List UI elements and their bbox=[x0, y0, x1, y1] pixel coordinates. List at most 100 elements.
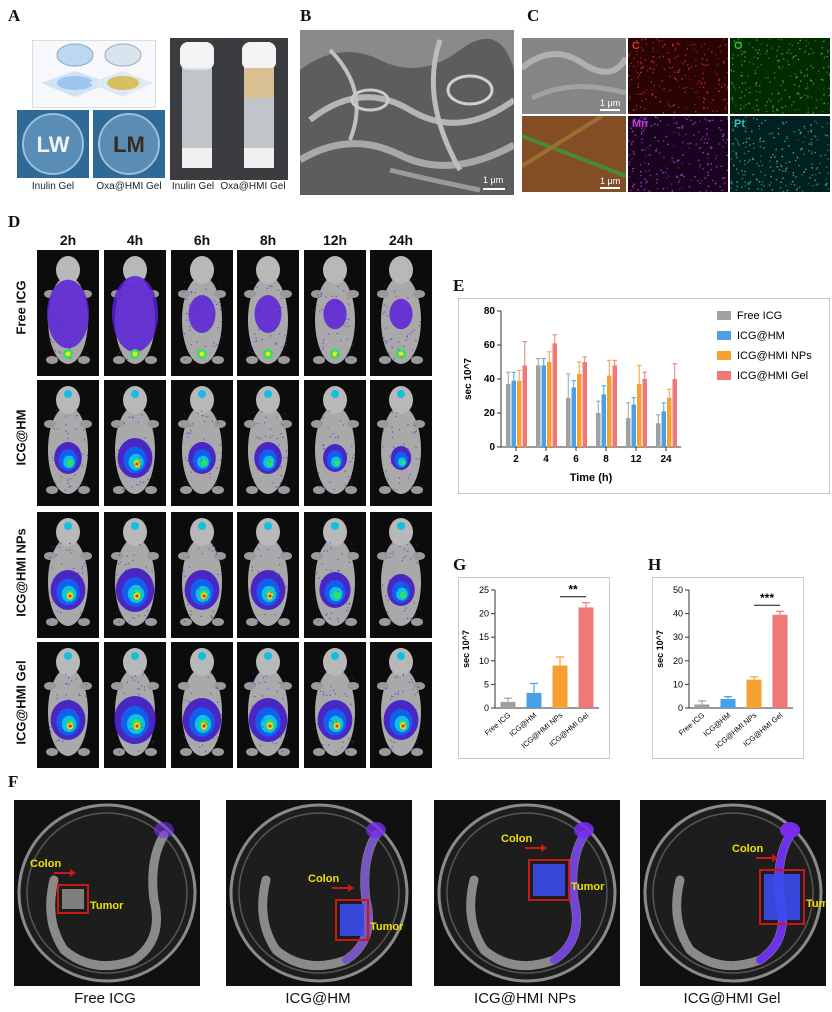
panel-label-h: H bbox=[648, 555, 662, 574]
row-label-free-icg: Free ICG bbox=[13, 280, 29, 335]
mouse-image bbox=[304, 512, 366, 638]
mouse-image bbox=[37, 380, 99, 506]
mouse-image bbox=[370, 380, 432, 506]
legend-label: ICG@HM bbox=[737, 330, 785, 342]
caption-oxa-dish: Oxa@HMI Gel bbox=[96, 181, 162, 192]
time-header-5: 12h bbox=[322, 232, 348, 248]
bar bbox=[500, 701, 516, 708]
edx-label-pt: Pt bbox=[734, 118, 745, 130]
panel-label-e: E bbox=[453, 276, 465, 295]
bar bbox=[772, 614, 788, 708]
y-tick-label: 30 bbox=[673, 632, 683, 642]
bar bbox=[552, 665, 568, 708]
chart-g-frame: 0 5 10 15 20 25 sec 10^7 Free ICG ICG@HM ICG@HMI … bbox=[458, 577, 610, 759]
tumor-label: Tumor bbox=[806, 898, 826, 910]
bar bbox=[661, 411, 666, 447]
tumor-label: Tumor bbox=[370, 921, 404, 933]
edx-map-o-dots bbox=[730, 38, 830, 114]
bar bbox=[522, 365, 527, 447]
mouse-image bbox=[104, 380, 166, 506]
row-label-icg-hm: ICG@HM bbox=[13, 409, 29, 466]
mouse-image bbox=[171, 642, 233, 768]
mouse-image bbox=[104, 512, 166, 638]
legend-label: Free ICG bbox=[737, 310, 782, 322]
colon-label: Colon bbox=[308, 873, 339, 885]
panel-label-a: A bbox=[8, 6, 21, 25]
mouse-image bbox=[104, 642, 166, 768]
chart-h-frame: 0 10 20 30 40 50 sec 10^7 Free ICG ICG@HM ICG@HMI… bbox=[652, 577, 804, 759]
y-tick-label: 0 bbox=[489, 442, 495, 453]
edx-scale-text-2: 1 μm bbox=[600, 176, 621, 186]
gel-schematic bbox=[32, 40, 156, 108]
bar bbox=[631, 404, 636, 447]
legend-label: ICG@HMI NPs bbox=[737, 350, 812, 362]
edx-label-mn: Mn bbox=[632, 118, 648, 130]
dish-caption-icg-hm: ICG@HM bbox=[285, 990, 351, 1007]
y-tick-label: 20 bbox=[673, 656, 683, 666]
edx-map-pt-dots bbox=[730, 116, 830, 192]
x-axis-label: Time (h) bbox=[570, 472, 613, 484]
oxa-dish-text: LM bbox=[113, 132, 145, 157]
y-tick-label: 40 bbox=[484, 374, 496, 385]
bar bbox=[672, 379, 677, 447]
x-tick-label: 24 bbox=[660, 454, 672, 465]
y-tick-label: 0 bbox=[678, 703, 683, 713]
mouse-image bbox=[370, 642, 432, 768]
time-header-6: 24h bbox=[388, 232, 414, 248]
sem-scale-bar bbox=[483, 188, 505, 190]
y-tick-label: 10 bbox=[479, 656, 489, 666]
bar bbox=[547, 362, 552, 447]
edx-sem-image: 1 μm bbox=[522, 38, 626, 114]
mouse-image bbox=[37, 512, 99, 638]
sem-texture bbox=[300, 30, 514, 195]
y-tick-label: 80 bbox=[484, 306, 496, 317]
y-tick-label: 50 bbox=[673, 585, 683, 595]
bar bbox=[552, 343, 557, 447]
bar bbox=[566, 397, 571, 447]
bar bbox=[541, 365, 546, 447]
tumor-box bbox=[335, 899, 369, 941]
mouse-image bbox=[370, 250, 432, 376]
edx-map-c: C bbox=[628, 38, 728, 114]
legend-swatch bbox=[717, 351, 731, 360]
panel-label-b: B bbox=[300, 6, 312, 25]
x-tick-label: 12 bbox=[630, 454, 642, 465]
y-tick-label: 60 bbox=[484, 340, 496, 351]
mouse-image bbox=[304, 250, 366, 376]
edx-label-c: C bbox=[632, 40, 640, 52]
bar bbox=[720, 699, 736, 708]
time-header-3: 6h bbox=[193, 232, 211, 248]
bar bbox=[667, 397, 672, 447]
legend-swatch bbox=[717, 331, 731, 340]
mouse-image bbox=[104, 250, 166, 376]
x-tick-label: 8 bbox=[603, 454, 609, 465]
bar bbox=[511, 380, 516, 447]
legend-swatch bbox=[717, 311, 731, 320]
legend-swatch bbox=[717, 371, 731, 380]
bar bbox=[536, 365, 541, 447]
chart-e-frame: 0 20 40 60 80 sec 10^7 2 4 6 8 12 24 Time (h) Free IC… bbox=[458, 298, 830, 494]
y-axis-label: sec 10^7 bbox=[463, 358, 474, 400]
bar bbox=[578, 607, 594, 708]
mouse-image bbox=[237, 512, 299, 638]
colon-label: Colon bbox=[501, 833, 532, 845]
vials-photo bbox=[170, 38, 288, 180]
panel-label-d: D bbox=[8, 212, 21, 231]
mouse-image bbox=[171, 512, 233, 638]
y-tick-label: 20 bbox=[479, 609, 489, 619]
bar bbox=[637, 384, 642, 447]
tumor-box bbox=[57, 884, 89, 914]
tumor-box bbox=[759, 869, 805, 925]
caption-inulin-dish: Inulin Gel bbox=[31, 181, 75, 192]
row-label-icg-hmi-gel: ICG@HMI Gel bbox=[13, 660, 29, 745]
inulin-dish-text: LW bbox=[37, 132, 70, 157]
y-tick-label: 20 bbox=[484, 408, 496, 419]
tumor-label: Tumor bbox=[571, 881, 605, 893]
colon-label: Colon bbox=[30, 858, 61, 870]
edx-map-mn-dots bbox=[628, 116, 728, 192]
bar bbox=[694, 704, 710, 708]
bar bbox=[571, 387, 576, 447]
bar bbox=[577, 373, 582, 447]
